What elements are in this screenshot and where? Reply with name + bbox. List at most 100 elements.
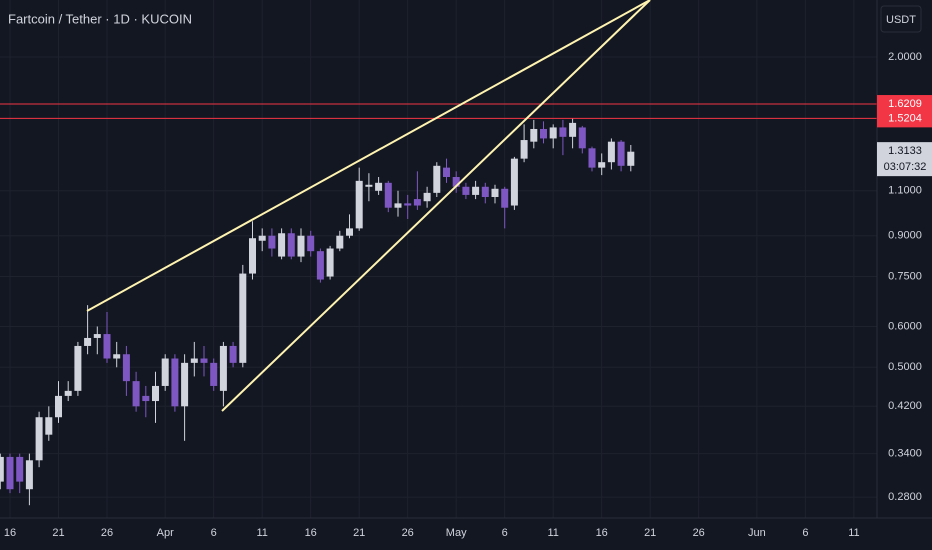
candle-body <box>423 192 431 202</box>
x-tick-label: 26 <box>101 527 113 539</box>
candle-body <box>132 381 140 407</box>
x-tick-label: 11 <box>848 527 859 539</box>
last-price-box <box>877 142 932 177</box>
x-tick-label: 16 <box>596 527 608 539</box>
candle-body <box>74 345 82 391</box>
trend-line <box>221 0 651 412</box>
candle-body <box>316 251 324 280</box>
candle-body <box>258 235 266 241</box>
candle-body <box>569 122 577 137</box>
candle-body <box>598 162 606 168</box>
x-tick-label: Jun <box>748 527 766 539</box>
candle-body <box>472 186 480 195</box>
candle-body <box>617 141 625 166</box>
candle-body <box>122 354 130 382</box>
candle-body <box>384 182 392 208</box>
x-tick-label: 26 <box>402 527 414 539</box>
y-tick-label: 0.5000 <box>888 361 922 373</box>
candle-body <box>443 167 450 177</box>
candle-body <box>559 127 567 137</box>
y-tick-label: 0.3400 <box>888 448 922 460</box>
candle-body <box>394 203 402 208</box>
price-label: 1.6209 <box>888 98 922 110</box>
price-axis <box>877 0 932 550</box>
candle-body <box>210 362 218 386</box>
candle-body <box>404 203 412 206</box>
candle-body <box>161 358 169 386</box>
candle-body <box>171 358 179 407</box>
x-tick-label: May <box>446 527 467 539</box>
candle-body <box>520 140 528 159</box>
candle-body <box>549 127 557 139</box>
candle-body <box>6 456 14 490</box>
candle-body <box>64 390 72 396</box>
candle-body <box>413 199 421 206</box>
candle-body <box>462 186 470 195</box>
x-tick-label: 16 <box>4 527 16 539</box>
candle-body <box>229 345 237 363</box>
x-tick-label: 6 <box>211 527 217 539</box>
x-tick-label: 11 <box>547 527 558 539</box>
y-tick-label: 0.2800 <box>888 491 922 503</box>
candle-body <box>627 151 635 166</box>
currency-box <box>880 5 922 33</box>
candle-body <box>0 456 4 482</box>
candle-body <box>181 362 189 407</box>
y-tick-label: 0.6000 <box>888 320 922 332</box>
candle-body <box>501 188 509 208</box>
x-tick-label: 11 <box>256 527 267 539</box>
price-label-box <box>877 95 932 114</box>
candle-body <box>152 385 159 402</box>
x-tick-label: 26 <box>693 527 705 539</box>
candle-body <box>84 337 92 346</box>
price-label: 1.5204 <box>888 112 922 124</box>
x-tick-label: 21 <box>353 527 365 539</box>
candle-body <box>297 235 305 257</box>
x-tick-label: 21 <box>52 527 64 539</box>
candle-body <box>239 273 247 363</box>
candle-body <box>219 345 227 391</box>
candle-body <box>326 248 334 277</box>
last-price: 1.3133 <box>888 145 922 157</box>
candle-body <box>287 233 295 257</box>
candle-body <box>249 238 256 274</box>
candle-body <box>346 228 353 236</box>
x-tick-label: 21 <box>644 527 656 539</box>
candle-body <box>530 128 538 142</box>
countdown: 03:07:32 <box>884 161 927 173</box>
candle-body <box>307 235 315 252</box>
candle-body <box>113 354 121 359</box>
trend-line <box>86 0 651 312</box>
y-tick-label: 2.0000 <box>888 51 922 63</box>
candle-body <box>16 456 24 482</box>
candle-body <box>103 334 111 359</box>
y-tick-label: 0.9000 <box>888 230 922 242</box>
grid <box>0 0 877 518</box>
candle-body <box>55 395 62 418</box>
candle-body <box>588 148 596 168</box>
candle-body <box>336 235 344 249</box>
chart-title: Fartcoin / Tether · 1D · KUCOIN <box>8 11 192 26</box>
axis-labels: 0.2800 0.3400 0.4200 0.5000 0.6000 0.7500 0.90… <box>4 51 932 539</box>
candle-body <box>607 141 615 163</box>
y-tick-label: 0.7500 <box>888 270 922 282</box>
candle-body <box>93 334 101 338</box>
candle-body <box>481 186 489 197</box>
x-tick-label: 16 <box>305 527 317 539</box>
candle-body <box>35 417 43 461</box>
candle-body <box>355 180 363 229</box>
candle-body <box>375 182 383 191</box>
x-tick-label: 6 <box>502 527 508 539</box>
x-tick-label: Apr <box>157 527 174 539</box>
candle-body <box>578 127 586 149</box>
candle-body <box>278 233 286 257</box>
y-tick-label: 1.1000 <box>888 185 922 197</box>
candle-body <box>200 358 208 363</box>
candle-body <box>25 460 33 490</box>
candle-body <box>452 176 460 187</box>
candle-body <box>433 165 441 193</box>
candle-body <box>142 395 150 402</box>
